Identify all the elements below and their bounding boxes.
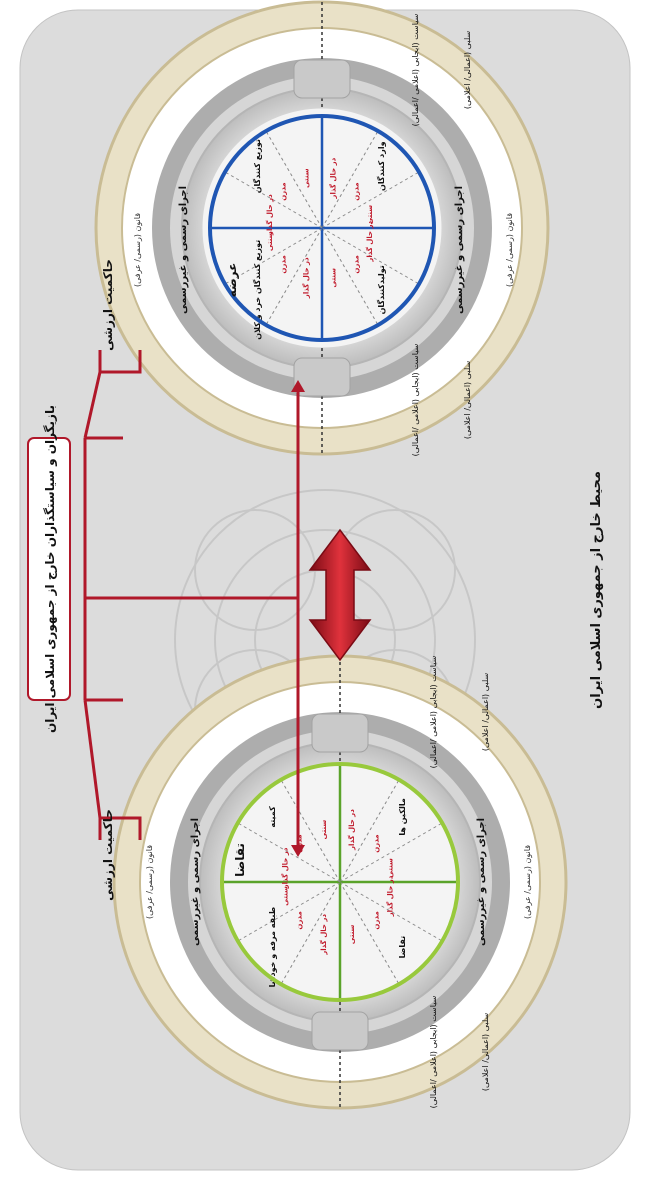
top-pie-sub-divider — [321, 130, 379, 229]
top-pie-sub-divider — [321, 227, 420, 285]
bottom-policy-top: سیاست (ایجابی (اعلامی /اعمالی) — [429, 655, 438, 768]
top-policy-neg-bottom: (اعمالی/ اعلامی) سلبی — [463, 361, 472, 440]
top-pie-sub-label: سنتی — [266, 231, 274, 251]
bottom-pie-sub-divider — [339, 881, 400, 985]
bottom-law-right: قانون (رسمی/ عرفی) — [523, 845, 532, 919]
bottom-pie-sub-divider — [339, 881, 443, 942]
top-execution-left: اجرای رسمی و غیررسمی — [178, 186, 189, 314]
top-pie-sub-label: سنتی — [366, 205, 374, 225]
bottom-pie-segment-label: تقاضا — [398, 936, 407, 959]
top-pie-sub-label: مدرن — [352, 182, 360, 200]
bottom-pie-sub-label: در حال گذار — [385, 875, 394, 917]
top-pie-segment-label: وارد کنندگان — [376, 141, 386, 191]
bottom-circle-diagram: مالکین ها در حال گذار مدرن سنتی تقاضا در حال … — [112, 654, 568, 1110]
top-pie-sub-label: مدرن — [280, 255, 288, 273]
top-pie-sub-label: در حال گذار — [365, 221, 374, 263]
bottom-pie-sub-label: مدرن — [296, 834, 304, 852]
bottom-pie-sub-divider — [237, 881, 341, 942]
bottom-execution-right: اجرای رسمی و غیررسمی — [476, 818, 487, 946]
top-center-label: عرضه — [225, 263, 239, 298]
top-sovereignty-label: حاکمیت ارزشی — [101, 259, 115, 351]
bottom-pie-sub-divider — [237, 822, 341, 883]
bottom-pie-sub-label: در حال گذار — [319, 914, 328, 956]
bottom-sovereignty-label: حاکمیت ارزشی — [101, 809, 115, 901]
bottom-pie-segment-label: طبقه مرفه و خودشا — [268, 907, 277, 988]
bottom-inner-circle — [220, 762, 460, 1002]
top-pie-sub-label: سنتی — [329, 268, 337, 288]
bottom-pie-sub-label: مدرن — [372, 911, 380, 929]
bottom-pie-sub-label: سنتی — [348, 924, 356, 944]
bottom-pie-sub-divider — [339, 779, 400, 883]
top-pie-sub-divider — [265, 227, 323, 326]
bottom-policy-neg-bottom: (اعمالی/ اعلامی) سلبی — [481, 1013, 490, 1092]
top-pie-sub-label: مدرن — [352, 255, 360, 273]
outer-environment-title: محیط خارج از جمهوری اسلامی ایران — [589, 471, 604, 709]
bottom-pie-sub-label: سنتی — [282, 886, 290, 906]
bottom-pie-sub-label: مدرن — [372, 834, 380, 852]
top-policy-neg-top: (اعمالی/ اعلامی) سلبی — [463, 31, 472, 110]
bottom-pie-sub-divider — [339, 822, 443, 883]
top-inner-circle — [208, 114, 436, 342]
top-pie: وارد کنندگان در حال گذار مدرن سنتی تولیدکنند… — [210, 116, 434, 340]
top-pie-sub-label: سنتی — [303, 168, 311, 188]
top-pie-sub-label: مدرن — [280, 182, 288, 200]
bottom-center-label: تقاضا — [233, 843, 247, 877]
bottom-pie-sub-label: در حال گذار — [281, 847, 290, 889]
top-law-left: قانون (رسمی/ عرفی) — [133, 213, 142, 287]
bottom-pie-segment-label: کمیته — [268, 806, 277, 828]
top-pie-sub-label: در حال گذار — [302, 257, 311, 299]
bottom-pie-sub-label: سنتی — [386, 858, 394, 878]
bottom-pie-sub-divider — [280, 779, 341, 883]
top-circle-diagram: وارد کنندگان در حال گذار مدرن سنتی تولیدکنند… — [94, 0, 550, 456]
bottom-pie-segment-label: مالکین ها — [398, 798, 407, 835]
top-pie-sub-label: در حال گذار — [265, 194, 274, 236]
actors-connector-lines — [83, 350, 305, 857]
top-execution-right: اجرای رسمی و غیررسمی — [454, 186, 465, 314]
bottom-pie-sub-label: مدرن — [296, 911, 304, 929]
top-pie-segment-label: توزیع کنندگان خرد و کلان — [252, 240, 262, 340]
top-pie-sub-divider — [321, 227, 379, 326]
actors-label: بازیگران و سیاستگذاران خارج از جمهوری اس… — [43, 405, 58, 733]
bottom-pie-sub-divider — [280, 881, 341, 985]
bottom-pie-sub-label: سنتی — [320, 820, 328, 840]
bottom-pie-sub-label: در حال گذار — [347, 809, 356, 851]
bottom-policy-bottom: سیاست (ایجابی (اعلامی /اعمالی) — [429, 995, 438, 1108]
top-pie-segment-label: تولیدکنندگان — [376, 265, 386, 314]
top-policy-bottom: سیاست (ایجابی (اعلامی /اعمالی) — [411, 343, 420, 456]
top-pie-sub-divider — [224, 171, 323, 229]
bottom-policy-neg-top: (اعمالی/ اعلامی) سلبی — [481, 673, 490, 752]
top-pie-sub-divider — [321, 171, 420, 229]
top-pie-sub-divider — [265, 130, 323, 229]
bottom-pie: مالکین ها در حال گذار مدرن سنتی تقاضا در حال … — [222, 764, 458, 1000]
bottom-law-left: قانون (رسمی/ عرفی) — [145, 845, 154, 919]
top-pie-sub-divider — [224, 227, 323, 285]
top-pie-sub-label: در حال گذار — [328, 157, 337, 199]
top-policy-top: سیاست (ایجابی (اعلامی /اعمالی) — [411, 13, 420, 126]
actors-label-box — [27, 437, 71, 701]
top-law-right: قانون (رسمی/ عرفی) — [505, 213, 514, 287]
top-pie-segment-label: توزیع کنندگان — [252, 139, 262, 193]
bottom-execution-left: اجرای رسمی و غیررسمی — [190, 818, 201, 946]
double-arrow — [308, 528, 372, 662]
